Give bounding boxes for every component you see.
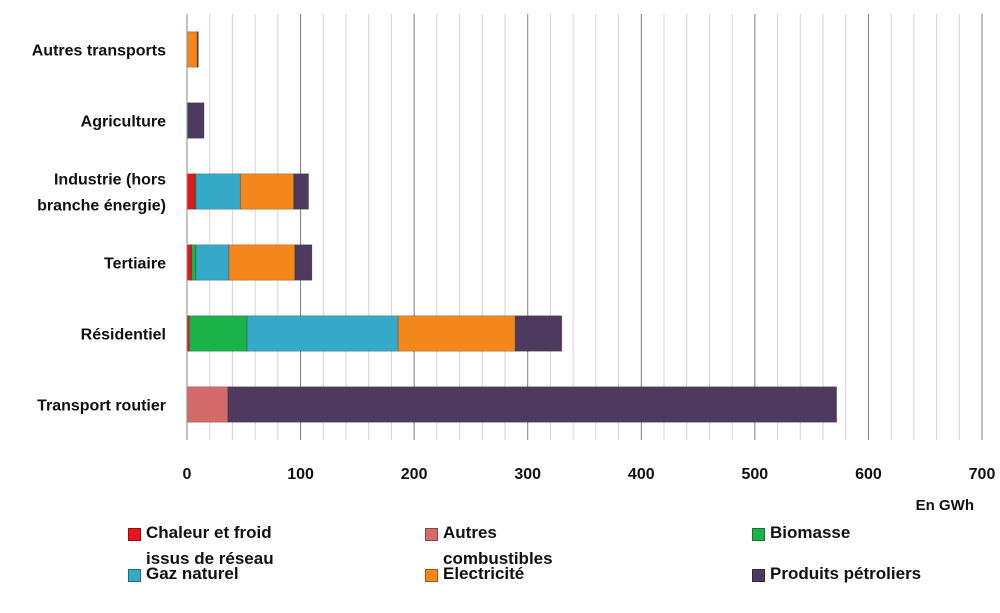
bar-segment — [195, 244, 230, 281]
bar-segment — [514, 315, 563, 352]
chart: Autres transports Agriculture Industrie (h… — [32, 14, 996, 514]
gridlines — [209, 14, 983, 440]
bar-segment — [294, 244, 313, 281]
bar-segment — [227, 386, 838, 423]
legend-item: Gaz naturel — [128, 561, 239, 587]
bar-segment — [195, 173, 241, 210]
bar-segment — [228, 244, 296, 281]
unit-label: En GWh — [916, 497, 974, 514]
x-tick-labels: 0 100 200 300 400 500 600 700 — [183, 466, 996, 483]
bar-segment — [191, 244, 197, 281]
bar-segment — [293, 173, 309, 210]
legend-swatch — [752, 528, 765, 541]
legend-label: Autres combustibles — [443, 523, 553, 568]
x-tick-label: 200 — [401, 466, 428, 483]
bar-segment — [186, 386, 229, 423]
legend-label: Chaleur et froid issus de réseau — [146, 523, 274, 568]
category-label: Industrie (hors — [54, 172, 166, 189]
x-tick-label: 300 — [514, 466, 541, 483]
legend-label: Biomasse — [770, 523, 851, 542]
x-tick-label: 500 — [742, 466, 769, 483]
bars — [186, 31, 838, 423]
legend-label: Electricité — [443, 564, 525, 583]
legend-label: Produits pétroliers — [770, 564, 922, 583]
category-label: Tertiaire — [104, 256, 166, 273]
category-label: Autres transports — [32, 43, 166, 60]
legend: Chaleur et froid issus de réseau Autres com… — [0, 520, 1000, 613]
bar-segment — [186, 31, 198, 68]
bar-segment — [188, 315, 248, 352]
category-label: Transport routier — [37, 398, 166, 415]
legend-swatch — [425, 569, 438, 582]
legend-item: Electricité — [425, 561, 524, 587]
legend-item: Produits pétroliers — [752, 561, 921, 587]
x-tick-label: 600 — [855, 466, 882, 483]
category-label: Résidentiel — [81, 327, 166, 344]
legend-item: Chaleur et froid issus de réseau — [128, 520, 274, 572]
bar-segment — [397, 315, 516, 352]
legend-swatch — [425, 528, 438, 541]
x-tick-label: 400 — [628, 466, 655, 483]
category-label: branche énergie) — [37, 198, 166, 215]
bar-segment — [186, 173, 196, 210]
legend-item: Autres combustibles — [425, 520, 553, 572]
bar-segment — [186, 244, 192, 281]
legend-swatch — [752, 569, 765, 582]
x-tick-label: 0 — [183, 466, 192, 483]
category-labels: Autres transports Agriculture Industrie (h… — [32, 43, 166, 415]
legend-swatch — [128, 569, 141, 582]
legend-label: Gaz naturel — [146, 564, 239, 583]
x-tick-label: 100 — [287, 466, 314, 483]
bar-segment — [239, 173, 295, 210]
category-label: Agriculture — [81, 114, 166, 131]
bar-segment — [196, 31, 199, 68]
x-tick-label: 700 — [969, 466, 996, 483]
bar-segment — [187, 102, 205, 139]
legend-item: Biomasse — [752, 520, 850, 546]
bar-segment — [246, 315, 399, 352]
legend-swatch — [128, 528, 141, 541]
